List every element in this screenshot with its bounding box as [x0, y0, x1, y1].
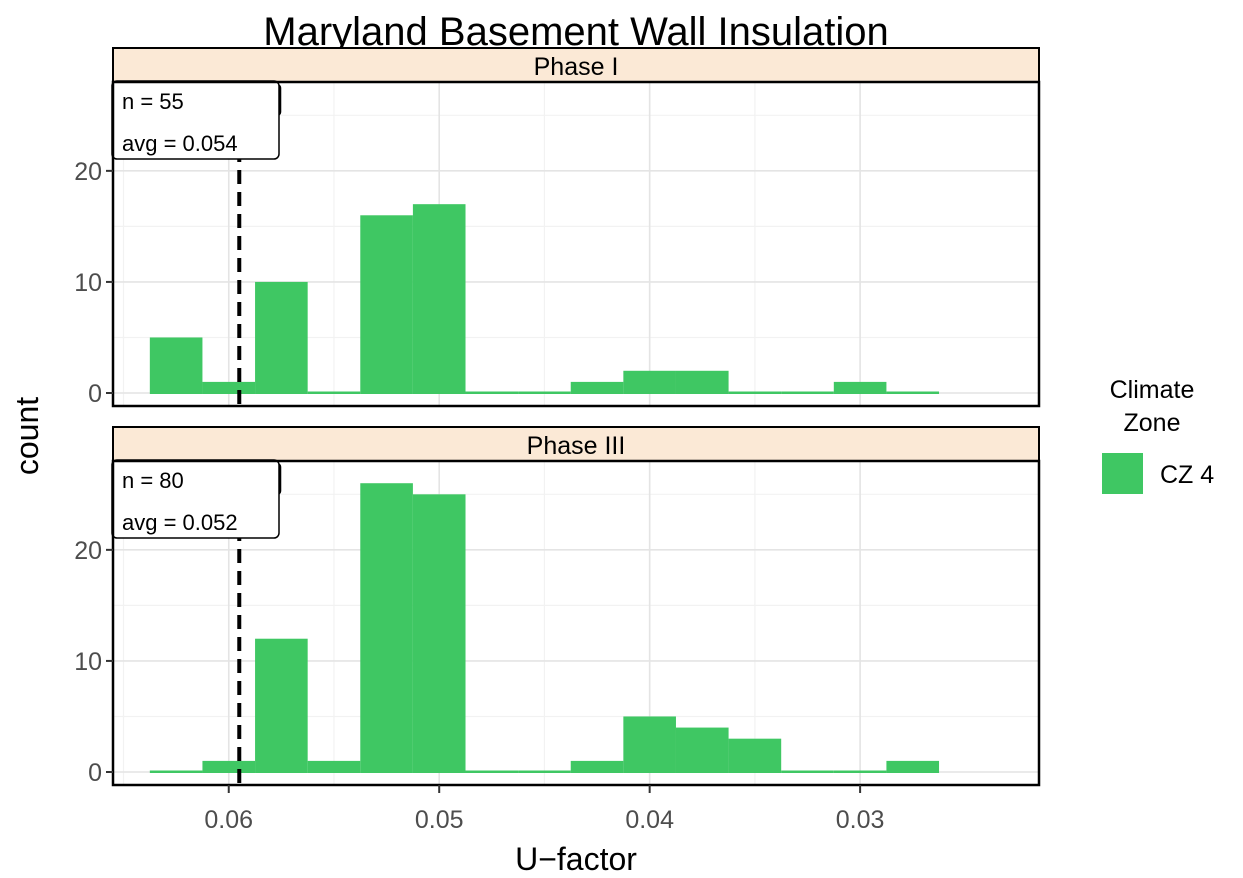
histogram-bar [623, 716, 676, 773]
panel-strip-label: Phase III [527, 432, 626, 460]
histogram-bar [202, 381, 256, 394]
y-tick-label: 20 [74, 158, 102, 186]
legend: Climate Zone CZ 4 [1102, 376, 1214, 494]
histogram-bar [675, 727, 729, 773]
histogram-bar [728, 391, 782, 394]
histogram-bar [886, 760, 940, 773]
histogram-bar [412, 204, 466, 394]
histogram-bar [675, 370, 729, 394]
panel-strip [112, 47, 1040, 83]
stats-avg-label: avg = 0.052 [122, 510, 238, 535]
histogram-bar [255, 638, 308, 773]
panel-border [111, 80, 1041, 408]
x-tick-label: 0.05 [415, 806, 464, 834]
histogram-bar [360, 215, 413, 394]
x-tick-label: 0.03 [836, 806, 885, 834]
histogram-bar [412, 494, 466, 773]
legend-item-label: CZ 4 [1160, 461, 1214, 489]
histogram-bar [518, 770, 571, 773]
stats-avg-label: avg = 0.054 [122, 131, 238, 156]
panel-strip [112, 426, 1040, 462]
histogram-bar [833, 381, 887, 394]
y-tick-label: 0 [88, 380, 102, 408]
x-tick-label: 0.04 [625, 806, 674, 834]
x-axis: 0.06 0.05 0.04 0.03 [204, 785, 884, 834]
histogram-bar [149, 770, 203, 773]
y-tick-label: 20 [74, 537, 102, 565]
histogram-bar [307, 760, 361, 773]
histogram-bar [781, 770, 834, 773]
histogram-bar [728, 738, 782, 773]
chart-title: Maryland Basement Wall Insulation [263, 10, 888, 54]
histogram-bar [255, 281, 308, 394]
y-tick-label: 10 [74, 648, 102, 676]
histogram-bar [307, 391, 361, 394]
x-tick-label: 0.06 [204, 806, 253, 834]
histogram-bar [886, 391, 940, 394]
histogram-bar [623, 370, 676, 394]
y-tick-label: 0 [88, 759, 102, 787]
histogram-bar [202, 760, 256, 773]
panel-border [111, 459, 1041, 787]
y-tick-label: 10 [74, 269, 102, 297]
stats-n-label: n = 80 [122, 468, 184, 493]
histogram-bar [465, 391, 519, 394]
x-axis-label: U−factor [515, 841, 637, 877]
histogram-bar [833, 770, 887, 773]
legend-title-line-1: Climate [1110, 376, 1195, 404]
histogram-bar [360, 483, 413, 773]
legend-title-line-2: Zone [1124, 409, 1181, 437]
histogram-bar [465, 770, 519, 773]
histogram-bar [570, 381, 624, 394]
panel-strip-label: Phase I [534, 53, 619, 81]
histogram-bar [518, 391, 571, 394]
y-axis-label: count [9, 397, 45, 475]
histogram-bar [570, 760, 624, 773]
histogram-bar [149, 337, 203, 394]
legend-swatch-cz4 [1102, 453, 1143, 494]
histogram-bar [781, 391, 834, 394]
stats-n-label: n = 55 [122, 89, 184, 114]
